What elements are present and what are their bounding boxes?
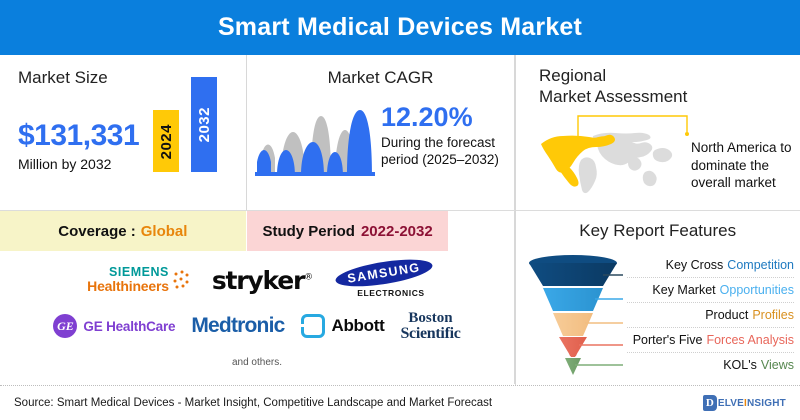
company-logo-row-2: GE GE HealthCare Medtronic Abbott Boston… — [0, 303, 514, 349]
boston-line2: Scientific — [400, 324, 461, 342]
siemens-dots-icon — [173, 270, 189, 289]
stryker-wordmark: stryker — [211, 265, 306, 295]
bottom-band: SIEMENS Healthineers stryker® — [0, 251, 800, 384]
feature-text-3: Product — [705, 308, 749, 322]
coverage-label: Coverage : — [58, 222, 136, 240]
regional-assessment-panel: Regional Market Assessment — [515, 55, 800, 210]
page-title: Smart Medical Devices Market — [217, 13, 583, 41]
logo-stryker: stryker® — [212, 266, 313, 295]
market-cagr-panel: Market CAGR 12.20% During the forecast p… — [247, 55, 515, 210]
regional-note-line3: overall market — [691, 175, 776, 191]
logo-ge-healthcare: GE GE HealthCare — [53, 314, 176, 338]
market-size-panel: Market Size $131,331 Million by 2032 202… — [0, 55, 247, 210]
company-logos-panel: SIEMENS Healthineers stryker® — [0, 251, 515, 384]
regional-note-line1: North America to — [691, 140, 792, 156]
brand-part-i: I — [744, 397, 748, 409]
samsung-wordmark: SAMSUNG — [333, 254, 434, 292]
samsung-subtext: ELECTRONICS — [357, 288, 425, 298]
market-size-figures: $131,331 Million by 2032 — [18, 119, 140, 174]
header-banner: Smart Medical Devices Market — [0, 0, 800, 55]
market-cagr-body: 12.20% During the forecast period (2025–… — [247, 88, 514, 184]
ge-wordmark: GE HealthCare — [83, 318, 176, 334]
world-map — [533, 114, 683, 202]
world-map-svg — [541, 132, 673, 193]
market-size-body: $131,331 Million by 2032 2024 2032 — [0, 77, 246, 180]
market-size-title: Market Size — [18, 68, 108, 87]
feature-item-opportunities: Key Market Opportunities — [627, 278, 794, 303]
study-period-chip: Study Period 2022-2032 — [246, 211, 449, 251]
feature-item-kol-views: KOL's Views — [627, 353, 794, 377]
feature-text-4: Porter's Five — [632, 333, 703, 347]
regional-title-line2: Market Assessment — [539, 87, 688, 107]
coverage-value: Global — [140, 222, 188, 240]
market-size-bar-chart: 2024 2032 — [153, 77, 218, 174]
cagr-subtitle-line1: During the forecast — [381, 134, 496, 150]
study-period-value: 2022-2032 — [360, 222, 433, 240]
logo-boston-scientific: Boston Scientific — [400, 310, 461, 342]
abbott-wordmark: Abbott — [331, 316, 385, 335]
feature-highlight-2: Opportunities — [719, 283, 794, 297]
study-period-label: Study Period — [262, 222, 355, 240]
brand-part-b: NSIGHT — [747, 397, 786, 409]
regional-title-line1: Regional — [539, 66, 607, 85]
key-report-features-panel: Key Cross Competition Key Market Opportu… — [515, 251, 800, 384]
cagr-subtitle-line2: period (2025–2032) — [381, 151, 499, 167]
features-list: Key Cross Competition Key Market Opportu… — [627, 253, 800, 377]
market-cagr-value: 12.20% — [381, 101, 473, 132]
map-north-america — [541, 134, 615, 187]
bar-2032-label: 2032 — [195, 107, 213, 143]
stryker-registered-icon: ® — [304, 272, 314, 283]
source-text: Source: Smart Medical Devices - Market I… — [14, 397, 493, 409]
bar-2024: 2024 — [153, 110, 180, 173]
companies-footnote: and others. — [231, 357, 283, 368]
feature-highlight-1: Competition — [727, 258, 794, 272]
features-funnel-svg — [529, 255, 623, 375]
feature-highlight-4: Forces Analysis — [706, 333, 794, 347]
market-cagr-figures: 12.20% During the forecast period (2025–… — [381, 101, 499, 169]
abbott-a-icon — [300, 314, 325, 338]
regional-body: North America to dominate the overall ma… — [515, 108, 800, 208]
bar-2024-label: 2024 — [157, 123, 175, 159]
brand-d-icon: D — [702, 395, 717, 411]
feature-item-forces-analysis: Porter's Five Forces Analysis — [627, 328, 794, 353]
market-cagr-subtitle: During the forecast period (2025–2032) — [381, 135, 499, 169]
regional-note-line2: dominate the — [691, 157, 770, 173]
logo-siemens-healthineers: SIEMENS Healthineers — [87, 265, 190, 295]
brand-wordmark: ELVEINSIGHT — [718, 398, 786, 409]
coverage-chip: Coverage : Global — [0, 211, 247, 251]
feature-item-profiles: Product Profiles — [627, 303, 794, 328]
features-funnel — [519, 253, 627, 378]
market-size-value: $131,331 — [18, 119, 140, 153]
feature-text-2: Key Market — [652, 283, 716, 297]
market-size-subtitle: Million by 2032 — [18, 156, 112, 173]
delveinsight-logo: D ELVEINSIGHT — [702, 395, 786, 411]
company-logo-row-1: SIEMENS Healthineers stryker® — [0, 254, 514, 303]
bar-2032: 2032 — [191, 77, 218, 173]
ge-monogram-icon: GE — [53, 314, 78, 338]
vertical-divider — [515, 55, 516, 385]
market-cagr-title: Market CAGR — [327, 68, 434, 87]
regional-note: North America to dominate the overall ma… — [691, 139, 792, 192]
top-metrics-band: Market Size $131,331 Million by 2032 202… — [0, 55, 800, 211]
logo-medtronic: Medtronic — [191, 314, 285, 337]
feature-text-5: KOL's — [723, 358, 757, 372]
logo-abbott: Abbott — [300, 314, 385, 338]
feature-highlight-5: Views — [760, 358, 794, 372]
study-period-spacer — [448, 211, 516, 251]
cagr-wave-chart — [255, 110, 375, 177]
logo-samsung: SAMSUNG ELECTRONICS — [333, 254, 434, 298]
feature-text-1: Key Cross — [665, 258, 724, 272]
feature-item-competition: Key Cross Competition — [627, 253, 794, 278]
siemens-line1: SIEMENS — [109, 265, 169, 280]
boston-line1: Boston — [408, 310, 453, 327]
siemens-line2: Healthineers — [87, 278, 169, 295]
footer: Source: Smart Medical Devices - Market I… — [0, 385, 800, 420]
regional-title: Regional Market Assessment — [515, 55, 800, 108]
key-report-features-title: Key Report Features — [579, 221, 737, 240]
brand-part-a: ELVE — [717, 397, 745, 409]
coverage-band: Coverage : Global Study Period 2022-2032… — [0, 211, 800, 251]
feature-highlight-3: Profiles — [752, 308, 794, 322]
